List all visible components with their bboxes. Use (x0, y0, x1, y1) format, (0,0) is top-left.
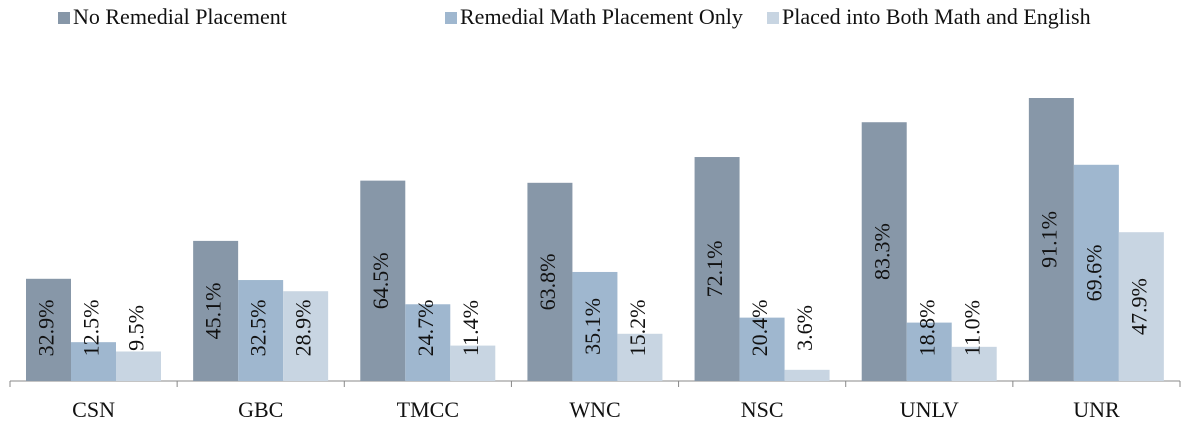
x-tick-label: UNR (1073, 397, 1120, 422)
data-label: 12.5% (79, 300, 104, 357)
data-label: 69.6% (1081, 244, 1106, 301)
bar (906, 322, 952, 381)
data-label: 64.5% (368, 252, 393, 309)
data-label: 15.2% (625, 300, 650, 357)
bar (1028, 98, 1074, 381)
data-label: 32.9% (34, 300, 59, 357)
x-tick-label: UNLV (900, 397, 959, 422)
bar (405, 304, 451, 381)
data-label: 3.6% (792, 305, 817, 351)
data-label: 91.1% (1036, 211, 1061, 268)
data-label: 63.8% (535, 253, 560, 310)
bar (1073, 164, 1119, 381)
bar (1118, 232, 1164, 381)
x-tick-label: TMCC (397, 397, 459, 422)
data-label: 9.5% (124, 305, 149, 351)
bar (527, 182, 573, 381)
bar (572, 271, 618, 381)
data-label: 24.7% (413, 300, 438, 357)
data-label: 45.1% (201, 283, 226, 340)
bar (694, 157, 740, 381)
data-label: 20.4% (747, 300, 772, 357)
bar (739, 317, 785, 381)
data-label: 11.4% (458, 300, 483, 356)
bar (861, 122, 907, 381)
x-tick-label: GBC (238, 397, 283, 422)
legend-swatch (58, 12, 70, 24)
data-label: 32.5% (246, 300, 271, 357)
bar (193, 240, 239, 381)
x-tick-label: NSC (741, 397, 784, 422)
bar (71, 342, 116, 381)
bar (360, 180, 406, 381)
legend-label: Placed into Both Math and English (782, 4, 1091, 29)
x-tick-label: WNC (569, 397, 620, 422)
data-label: 35.1% (580, 298, 605, 355)
bar (450, 345, 496, 381)
data-label: 72.1% (702, 241, 727, 298)
bar (951, 346, 997, 381)
bar (238, 280, 284, 381)
data-label: 28.9% (291, 300, 316, 357)
x-tick-label: CSN (72, 397, 115, 422)
legend-label: No Remedial Placement (73, 4, 287, 29)
legend-swatch (767, 12, 779, 24)
bar (283, 291, 329, 381)
legend-label: Remedial Math Placement Only (460, 4, 743, 29)
bar (116, 351, 161, 381)
data-label: 18.8% (914, 300, 939, 357)
bar (617, 333, 663, 381)
data-label: 83.3% (869, 223, 894, 280)
bar (784, 369, 830, 381)
data-label: 47.9% (1126, 278, 1151, 335)
bar (26, 278, 71, 381)
legend-swatch (445, 12, 457, 24)
data-label: 11.0% (959, 300, 984, 356)
